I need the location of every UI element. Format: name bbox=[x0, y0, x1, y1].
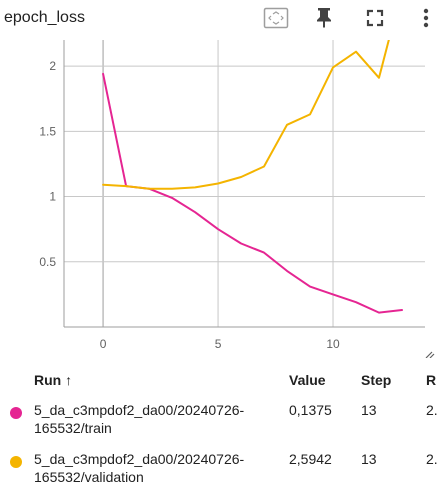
x-tick-label: 10 bbox=[326, 337, 340, 351]
fullscreen-icon bbox=[366, 9, 384, 27]
run-name: 5_da_c3mpdof2_da00/20240726- 165532/train bbox=[34, 402, 245, 436]
column-header-step[interactable]: Step bbox=[361, 372, 392, 388]
fullscreen-button[interactable] bbox=[361, 4, 389, 32]
y-tick-label: 1 bbox=[49, 190, 56, 204]
value-cell: 0,1375 bbox=[289, 402, 332, 418]
pin-icon bbox=[317, 8, 331, 28]
relative-cell: 2. bbox=[426, 451, 438, 467]
more-button[interactable] bbox=[412, 4, 440, 32]
y-tick-label: 0.5 bbox=[39, 255, 56, 269]
pin-button[interactable] bbox=[310, 4, 338, 32]
column-header-value[interactable]: Value bbox=[289, 372, 326, 388]
table-row[interactable]: 5_da_c3mpdof2_da00/20240726- 165532/train… bbox=[0, 401, 446, 441]
more-vert-icon bbox=[423, 8, 429, 28]
column-header-relative[interactable]: R bbox=[426, 372, 437, 388]
x-tick-label: 5 bbox=[215, 337, 222, 351]
fit-domain-button[interactable] bbox=[262, 4, 290, 32]
column-header-run[interactable]: Run ↑ bbox=[34, 372, 73, 388]
x-tick-label: 0 bbox=[100, 337, 107, 351]
loss-chart: 0 5 10 0.5 1 1.5 2 bbox=[39, 40, 435, 358]
step-cell: 13 bbox=[361, 402, 377, 418]
fit-domain-icon bbox=[263, 7, 289, 29]
series-color-dot bbox=[10, 407, 22, 419]
series-line-train bbox=[102, 72, 403, 314]
step-cell: 13 bbox=[361, 451, 377, 467]
y-tick-label: 1.5 bbox=[39, 124, 56, 138]
resize-handle-icon[interactable] bbox=[425, 351, 435, 358]
y-tick-label: 2 bbox=[49, 59, 56, 73]
chart-title: epoch_loss bbox=[4, 9, 85, 26]
run-name: 5_da_c3mpdof2_da00/20240726- 165532/valid… bbox=[34, 451, 245, 485]
table-row[interactable]: 5_da_c3mpdof2_da00/20240726- 165532/valid… bbox=[0, 450, 446, 490]
relative-cell: 2. bbox=[426, 402, 438, 418]
series-color-dot bbox=[10, 456, 22, 468]
series-line-validation bbox=[102, 40, 390, 190]
value-cell: 2,5942 bbox=[289, 451, 332, 467]
